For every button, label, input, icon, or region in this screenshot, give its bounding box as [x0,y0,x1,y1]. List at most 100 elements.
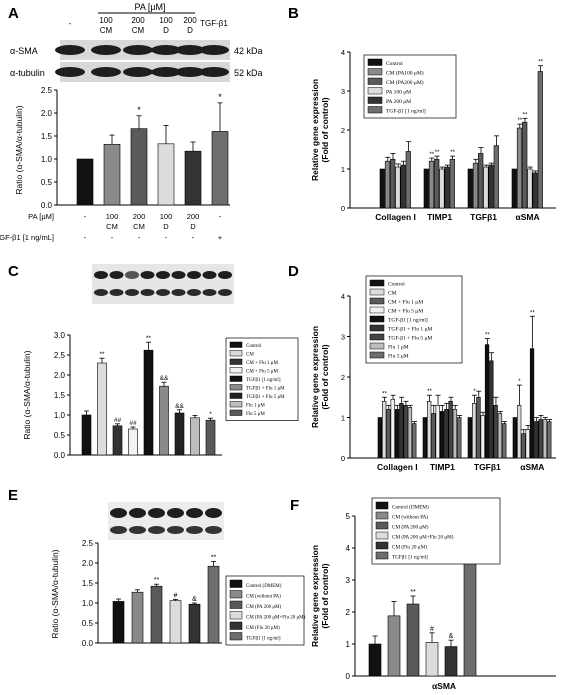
significance-mark: ** [538,60,543,66]
legend-entry: CM [246,353,254,358]
bar [480,415,485,459]
blot-band [167,508,184,518]
bar [444,409,449,459]
legend-entry: CM + Flu 1 μM [388,300,423,306]
panel-label: F [290,497,299,514]
bar [488,164,494,209]
legend-entry: CM + Flu 5 μM [388,309,423,315]
legend-swatch [229,409,243,416]
panel-label: A [8,5,19,22]
bar [377,417,382,459]
blot-kda-label: 42 kDa [234,46,263,56]
bar [384,160,391,209]
bar [159,385,169,456]
bar [512,417,517,459]
legend-swatch [375,511,389,520]
y-tick-label: 0 [341,204,345,213]
bar [472,162,479,209]
blot-band [123,67,153,77]
panel-label: B [288,5,299,22]
x-category-label: αSMA [432,681,456,691]
bar [547,421,552,459]
y-tick-label: 2.5 [54,351,66,360]
x-row-value: - [138,233,141,242]
significance-mark: & [192,596,197,603]
bar [534,421,539,459]
x-row-value: CM [106,222,118,231]
legend-swatch [369,297,385,305]
y-tick-label: 0.0 [82,639,94,648]
y-tick-label: 2.5 [41,86,53,95]
blot-band [140,289,155,296]
significance-mark: * [209,411,212,418]
bar [434,158,440,209]
significance-mark: ** [530,310,535,316]
bar [497,413,503,459]
bar [542,419,548,459]
legend-entry: CM (PA200 μM) [386,79,424,86]
bar [406,603,420,677]
bar [394,409,400,459]
significance-mark: * [518,379,521,385]
panel-label: E [8,487,18,504]
significance-mark: ** [146,335,152,342]
bar [511,168,517,209]
y-tick-label: 4 [346,544,351,553]
x-category-label: Collagen I [375,212,416,222]
blot-lane-label: D [163,26,169,35]
x-row-value: 200 [133,212,146,221]
legend-swatch [369,324,385,332]
legend-entry: CM [388,291,397,297]
legend-swatch [229,341,243,348]
y-tick-label: 0.5 [54,431,66,440]
bar [439,168,445,209]
significance-mark: ## [129,420,137,427]
significance-mark: ## [114,417,122,424]
blot-band [94,271,108,279]
y-tick-label: 3.0 [54,331,66,340]
legend-entry: PA 100 μM [386,90,411,96]
legend-swatch [367,106,383,114]
y-tick-label: 0.5 [82,619,94,628]
y-tick-label: 2.0 [41,109,53,118]
legend-swatch [375,551,389,560]
y-tick-label: 0.0 [54,451,66,460]
y-tick-label: 2 [346,608,351,617]
x-row-value: D [190,222,196,231]
significance-mark: ** [485,333,490,339]
blot-band [156,289,170,296]
blot-band [218,289,232,296]
bar [435,405,440,459]
legend-entry: PA 200 μM [386,99,411,105]
legend-entry: Control [386,61,403,67]
y-tick-label: 0.0 [41,201,53,210]
bar [130,128,148,206]
blot-lane-label: CM [132,26,145,35]
legend-swatch [375,521,389,530]
bar [522,121,528,209]
bar [403,405,408,459]
legend-entry: Control [388,282,405,288]
significance-mark: * [473,389,476,395]
blot-band [186,508,203,518]
legend-swatch [229,632,243,641]
bar [425,642,439,677]
bar [412,423,417,459]
bar [211,131,229,206]
panel-label: C [8,263,19,280]
bar [448,400,453,459]
significance-mark: # [430,626,434,633]
bar [439,411,445,459]
legend-entry: CM (PA 200 μM) [246,605,281,610]
significance-mark: ** [517,118,522,124]
bar [516,405,522,459]
x-category-label: TIMP1 [427,212,452,222]
legend-entry: CM (Flu 20 μM) [392,544,427,551]
y-tick-label: 2.0 [54,371,66,380]
blot-lane-label: TGF-β1 [200,19,228,28]
panel-label: D [288,263,299,280]
legend-entry: TGF-β1 + Flu 1 μM [388,327,432,333]
bar [184,150,202,206]
legend-entry: Control (DMEM) [246,584,282,589]
legend-entry: CM (PA 200 μM) [392,524,429,531]
